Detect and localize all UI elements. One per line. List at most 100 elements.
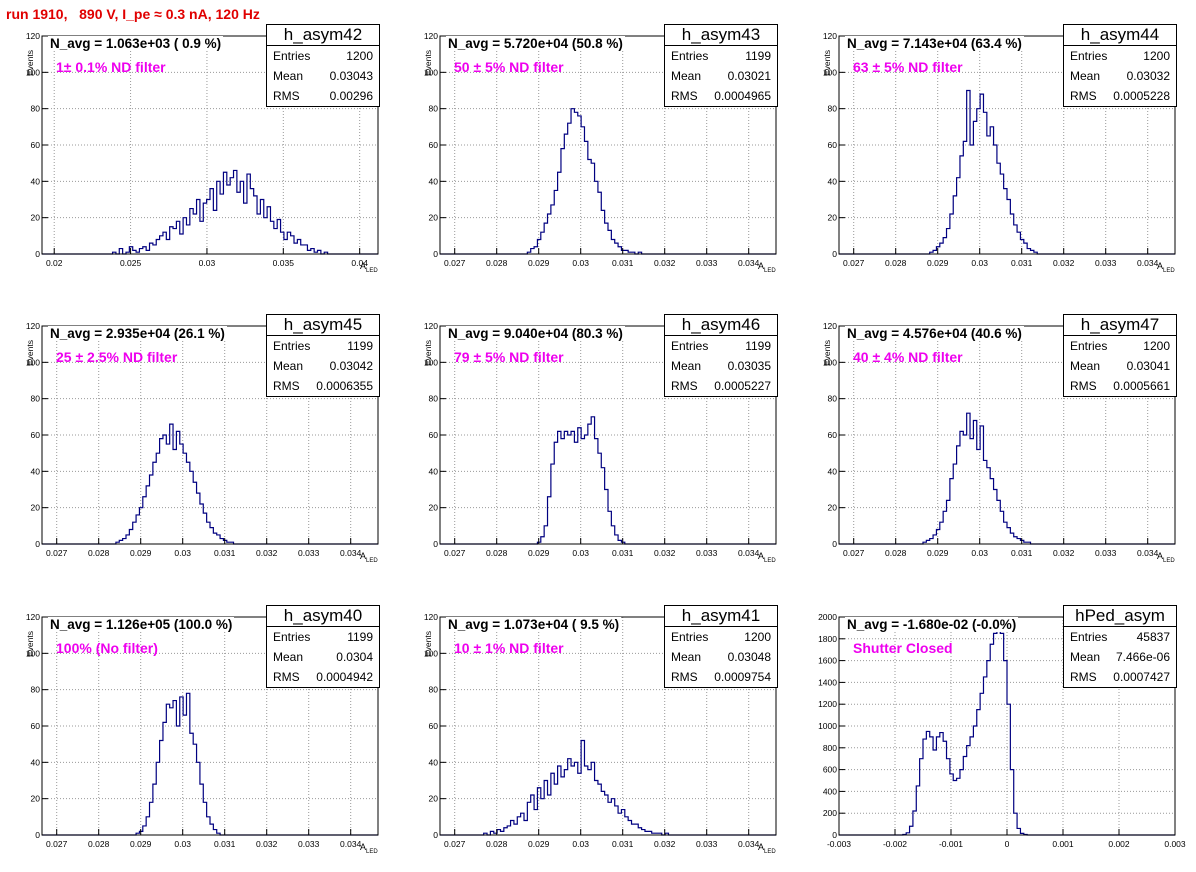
- filter-annotation: 100% (No filter): [56, 640, 158, 656]
- y-tick-label: 60: [828, 140, 838, 150]
- stats-value: 0.03043: [329, 69, 373, 83]
- stats-row-mean: Mean 0.03048: [665, 647, 777, 667]
- x-axis-title-subscript: LED: [1163, 268, 1175, 274]
- y-tick-label: 100: [26, 67, 40, 77]
- navg-annotation: N_avg = 1.063e+03 ( 0.9 %): [48, 36, 224, 51]
- stats-row-mean: Mean 0.03042: [267, 356, 379, 376]
- y-tick-label: 0: [832, 539, 837, 549]
- histogram-pad: 0.027 0.028 0.029 0.03 0.031 0.032 0.033 0.034 0…: [398, 581, 796, 871]
- histogram-pad: 0.02 0.025 0.03 0.035 0.04 0 20 40 60 80 100 120 Eve…: [0, 0, 398, 290]
- y-axis-title: Events: [822, 50, 832, 76]
- stats-box: h_asym43 Entries 1199 Mean 0.03021 RMS 0.00049…: [664, 24, 778, 107]
- x-tick-label: 0.029: [927, 548, 949, 558]
- y-tick-label: 80: [31, 104, 41, 114]
- stats-row-entries: Entries 1199: [267, 336, 379, 356]
- x-tick-label: 0.03: [572, 258, 589, 268]
- x-tick-label: 0.031: [214, 548, 236, 558]
- filter-annotation: 10 ± 1% ND filter: [454, 640, 564, 656]
- stats-label: Mean: [1070, 650, 1101, 664]
- y-tick-label: 20: [429, 794, 439, 804]
- x-axis-title-subscript: LED: [764, 849, 776, 855]
- histogram-pad: -0.003 -0.002 -0.001 0 0.001 0.002 0.003 0 200 40…: [797, 581, 1195, 871]
- x-tick-label: 0.03: [174, 839, 191, 849]
- y-tick-label: 0: [433, 249, 438, 259]
- y-tick-label: 40: [31, 176, 41, 186]
- x-tick-label: 0.025: [120, 258, 142, 268]
- stats-label: Entries: [273, 49, 311, 63]
- stats-row-rms: RMS 0.00296: [267, 86, 379, 106]
- stats-row-rms: RMS 0.0004965: [665, 86, 777, 106]
- x-tick-label: 0.027: [843, 258, 865, 268]
- stats-value: 0.00296: [329, 89, 373, 103]
- x-tick-label: 0.032: [1053, 548, 1075, 558]
- stats-value: 1199: [347, 339, 373, 353]
- x-axis-title: A: [360, 261, 366, 271]
- y-tick-label: 20: [429, 213, 439, 223]
- stats-label: RMS: [1070, 89, 1097, 103]
- x-tick-label: 0.033: [1095, 258, 1117, 268]
- stats-row-entries: Entries 1199: [267, 627, 379, 647]
- stats-value: 0.0006355: [316, 379, 373, 393]
- x-tick-label: 0.034: [738, 839, 760, 849]
- x-tick-label: 0.031: [214, 839, 236, 849]
- stats-label: Mean: [273, 69, 304, 83]
- x-tick-label: 0.027: [46, 839, 68, 849]
- x-axis-title-subscript: LED: [366, 558, 378, 564]
- stats-value: 0.0005228: [1113, 89, 1170, 103]
- x-tick-label: 0.033: [298, 548, 320, 558]
- stats-row-entries: Entries 1200: [267, 46, 379, 66]
- y-tick-label: 600: [823, 765, 837, 775]
- stats-label: Mean: [671, 69, 702, 83]
- stats-row-entries: Entries 1200: [665, 627, 777, 647]
- x-tick-label: 0.03: [199, 258, 216, 268]
- x-tick-label: 0: [1005, 839, 1010, 849]
- stats-label: RMS: [1070, 670, 1097, 684]
- stats-row-rms: RMS 0.0004942: [267, 667, 379, 687]
- histogram-pad: 0.027 0.028 0.029 0.03 0.031 0.032 0.033 0.034 0…: [398, 0, 796, 290]
- x-tick-label: 0.032: [654, 258, 676, 268]
- x-tick-label: 0.032: [256, 839, 278, 849]
- y-tick-label: 80: [31, 394, 41, 404]
- histogram-name: hPed_asym: [1064, 606, 1176, 627]
- stats-label: RMS: [1070, 379, 1097, 393]
- stats-box: h_asym46 Entries 1199 Mean 0.03035 RMS 0.00052…: [664, 314, 778, 397]
- y-tick-label: 120: [823, 31, 837, 41]
- stats-label: Mean: [671, 650, 702, 664]
- x-axis-title: A: [758, 842, 764, 852]
- stats-value: 0.03042: [329, 359, 373, 373]
- histogram-series-line: [440, 416, 776, 545]
- x-axis-title: A: [360, 842, 366, 852]
- histogram-name: h_asym41: [665, 606, 777, 627]
- y-tick-label: 20: [828, 213, 838, 223]
- stats-row-rms: RMS 0.0007427: [1064, 667, 1176, 687]
- x-tick-label: -0.003: [827, 839, 851, 849]
- stats-row-rms: RMS 0.0005661: [1064, 376, 1176, 396]
- navg-annotation: N_avg = 2.935e+04 (26.1 %): [48, 326, 227, 341]
- y-tick-label: 60: [31, 140, 41, 150]
- page-title: run 1910, 890 V, I_pe ≈ 0.3 nA, 120 Hz: [6, 6, 260, 22]
- y-tick-label: 80: [429, 104, 439, 114]
- stats-value: 0.0004942: [316, 670, 373, 684]
- stats-row-mean: Mean 0.03032: [1064, 66, 1176, 86]
- stats-label: Entries: [273, 630, 311, 644]
- stats-row-rms: RMS 0.0009754: [665, 667, 777, 687]
- x-tick-label: 0.028: [486, 839, 508, 849]
- histogram-series-line: [440, 739, 776, 836]
- y-tick-label: 1400: [818, 677, 837, 687]
- stats-value: 45837: [1136, 630, 1170, 644]
- x-axis-title: A: [360, 551, 366, 561]
- x-tick-label: 0.027: [843, 548, 865, 558]
- stats-row-mean: Mean 0.03021: [665, 66, 777, 86]
- y-axis-title: Events: [423, 340, 433, 366]
- x-tick-label: 0.001: [1052, 839, 1074, 849]
- y-tick-label: 60: [31, 721, 41, 731]
- y-tick-label: 0: [433, 830, 438, 840]
- y-tick-label: 40: [429, 466, 439, 476]
- x-axis-title: A: [1157, 551, 1163, 561]
- histogram-pad: 0.027 0.028 0.029 0.03 0.031 0.032 0.033 0.034 0…: [0, 290, 398, 580]
- y-tick-label: 60: [31, 430, 41, 440]
- filter-annotation: 25 ± 2.5% ND filter: [56, 349, 178, 365]
- navg-annotation: N_avg = 1.073e+04 ( 9.5 %): [446, 617, 622, 632]
- stats-value: 0.03032: [1126, 69, 1170, 83]
- stats-label: Entries: [671, 339, 709, 353]
